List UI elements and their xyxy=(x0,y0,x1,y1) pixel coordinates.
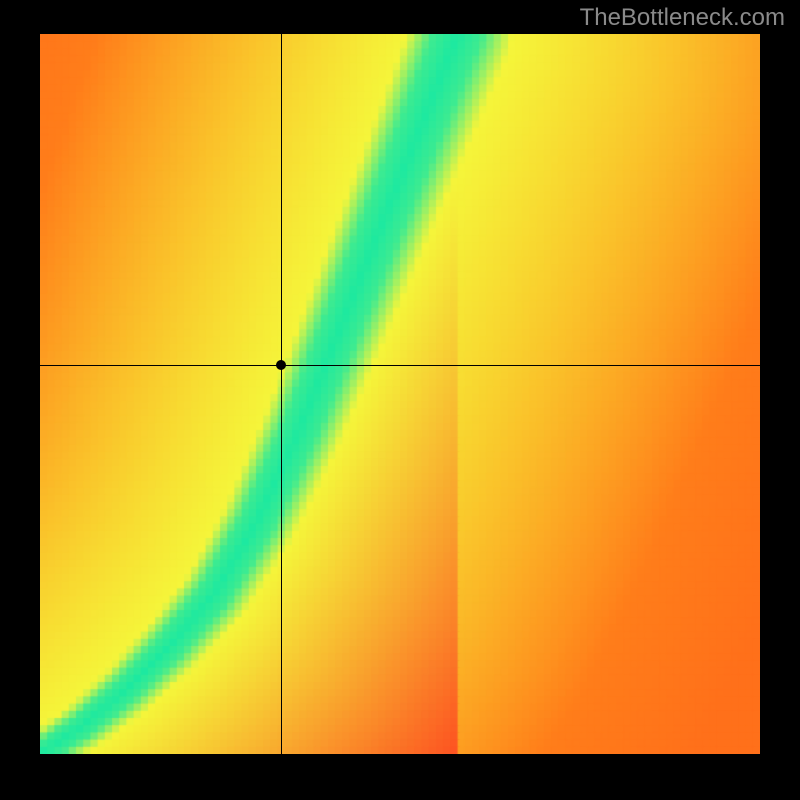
crosshair-vertical xyxy=(281,34,282,754)
point-marker xyxy=(276,360,286,370)
chart-container: TheBottleneck.com xyxy=(0,0,800,800)
heatmap-canvas xyxy=(40,34,760,754)
watermark-text: TheBottleneck.com xyxy=(580,4,785,32)
plot-area xyxy=(40,34,760,754)
crosshair-horizontal xyxy=(40,365,760,366)
